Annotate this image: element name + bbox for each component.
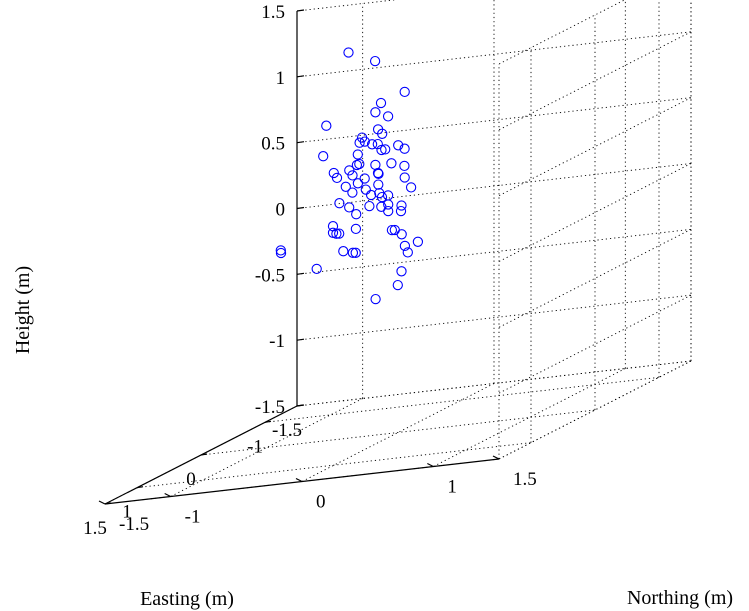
floor-gridline [433,369,625,467]
data-point [319,152,328,161]
z-tick-mark [297,142,304,143]
labels-layer: 1.510.50-0.5-1-1.51.510-1-1.5-1.5 -101 1.5… [12,2,733,610]
data-point [371,295,380,304]
data-point [371,57,380,66]
y-tick-mark [427,464,433,467]
y-tick-label: 1.5 [513,469,537,490]
x-axis-title: Easting (m) [140,588,234,610]
y-tick-label: -1.5 [119,514,149,535]
data-point [393,281,402,290]
side-wall-gridline [499,98,691,196]
z-axis-title: Height (m) [12,266,34,354]
back-wall-gridline [297,98,691,143]
x-tick-label: -1 [247,436,263,457]
data-point [351,224,360,233]
data-point [352,210,361,219]
x-tick-label: 0 [186,469,196,490]
z-tick-label: 1 [276,68,286,89]
floor-gridline [137,443,531,488]
z-tick-mark [297,76,304,77]
back-wall-gridline [297,361,691,406]
y-tick-mark [493,456,499,459]
data-point [384,207,393,216]
x-tick-label: -1.5 [272,420,302,441]
data-point [384,112,393,121]
data-point [367,190,376,199]
back-wall-gridline [297,295,691,340]
y-tick-label: 1 [447,477,457,498]
data-point [413,237,422,246]
data-point [397,230,406,239]
data-point [400,87,409,96]
data-point [400,173,409,182]
data-point [312,264,321,273]
points-layer [276,48,422,304]
data-point [376,98,385,107]
z-tick-mark [297,273,304,274]
data-point [400,161,409,170]
data-point [374,180,383,189]
data-point [341,182,350,191]
data-point [353,179,362,188]
y-tick-label: -1 [185,507,201,528]
data-point [360,174,369,183]
z-tick-label: 0 [276,200,286,221]
data-point [339,247,348,256]
floor-gridline [265,377,659,422]
data-point [397,267,406,276]
data-point [361,185,370,194]
data-point [396,207,405,216]
z-tick-mark [297,339,304,340]
x-tick-label: 1.5 [83,518,107,539]
y-tick-mark [165,494,171,497]
y-axis-title: Northing (m) [627,587,733,609]
z-tick-mark [297,10,304,11]
data-point [365,202,374,211]
data-point [335,199,344,208]
y-tick-label: 0 [316,492,326,513]
data-point [384,191,393,200]
data-point [407,183,416,192]
grid-layer [105,0,691,504]
z-tick-label: 1.5 [261,2,285,23]
data-point [353,150,362,159]
z-tick-label: -1.5 [255,397,285,418]
z-tick-label: -1 [269,331,285,352]
y-tick-mark [99,501,105,504]
z-tick-label: 0.5 [261,134,285,155]
z-tick-mark [297,208,304,209]
side-wall-gridline [499,295,691,393]
z-tick-label: -0.5 [255,265,285,286]
y-tick-mark [296,479,302,482]
data-point [322,121,331,130]
data-point [387,159,396,168]
data-point [345,203,354,212]
data-point [344,48,353,57]
data-point [371,108,380,117]
